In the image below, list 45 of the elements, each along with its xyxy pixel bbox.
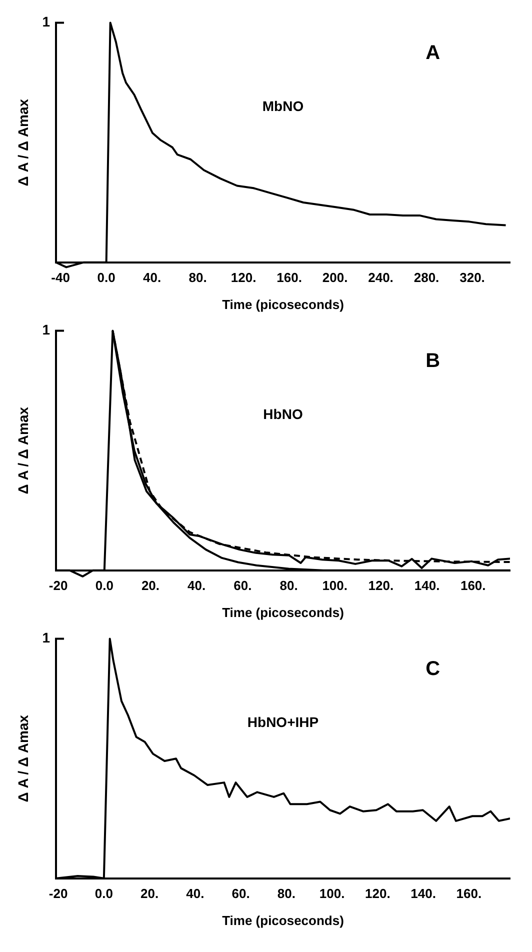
x-tick-label: 120.	[365, 886, 390, 901]
x-tick-label: 320.	[460, 270, 485, 285]
x-tick-label: 60.	[234, 578, 252, 593]
x-tick-label: 20.	[140, 886, 159, 901]
x-tick-label: 160.	[456, 886, 482, 901]
x-tick-label: 40.	[143, 270, 162, 285]
x-axis-title: Time (picoseconds)	[222, 913, 344, 928]
x-tick-label: 100.	[319, 886, 345, 901]
x-tick-label: 120.	[368, 578, 394, 593]
x-tick-label: 280.	[414, 270, 440, 285]
x-axis-title: Time (picoseconds)	[222, 297, 344, 312]
x-axis-title: Time (picoseconds)	[222, 605, 344, 620]
x-tick-label: 0.0	[94, 886, 113, 901]
x-tick-label: 200.	[322, 270, 348, 285]
annotation: HbNO+IHP	[247, 714, 319, 730]
annotation: B	[426, 350, 440, 372]
x-tick-label: -20	[48, 578, 68, 593]
x-tick-label: 160.	[460, 578, 486, 593]
x-tick-label: 120.	[230, 270, 256, 285]
x-tick-label: 240.	[368, 270, 394, 285]
x-tick-label: 140.	[410, 886, 436, 901]
y-axis-title: Δ A / Δ Amax	[14, 406, 31, 494]
annotation: A	[426, 42, 440, 64]
x-tick-label: 140.	[414, 578, 440, 593]
x-tick-label: 40.	[188, 578, 206, 593]
annotation: MbNO	[262, 98, 304, 114]
x-tick-label: 60.	[232, 886, 250, 901]
x-tick-label: -40	[51, 270, 70, 285]
x-tick-label: 20.	[141, 578, 160, 593]
text: 1	[42, 630, 50, 646]
x-tick-label: -20	[48, 886, 68, 901]
x-tick-label: 80.	[277, 886, 296, 901]
x-tick-label: 40.	[186, 886, 204, 901]
x-tick-label: 80.	[280, 578, 298, 593]
x-tick-label: 160.	[276, 270, 302, 285]
text: 1	[42, 14, 50, 30]
x-tick-label: 80.	[188, 270, 207, 285]
annotation: C	[426, 658, 440, 680]
x-tick-label: 0.0	[95, 578, 114, 593]
x-tick-label: 0.0	[97, 270, 116, 285]
x-tick-label: 100.	[322, 578, 348, 593]
text: 1	[42, 322, 50, 338]
y-axis-title: Δ A / Δ Amax	[14, 714, 31, 802]
y-axis-title: Δ A / Δ Amax	[14, 98, 31, 186]
annotation: HbNO	[263, 406, 303, 422]
